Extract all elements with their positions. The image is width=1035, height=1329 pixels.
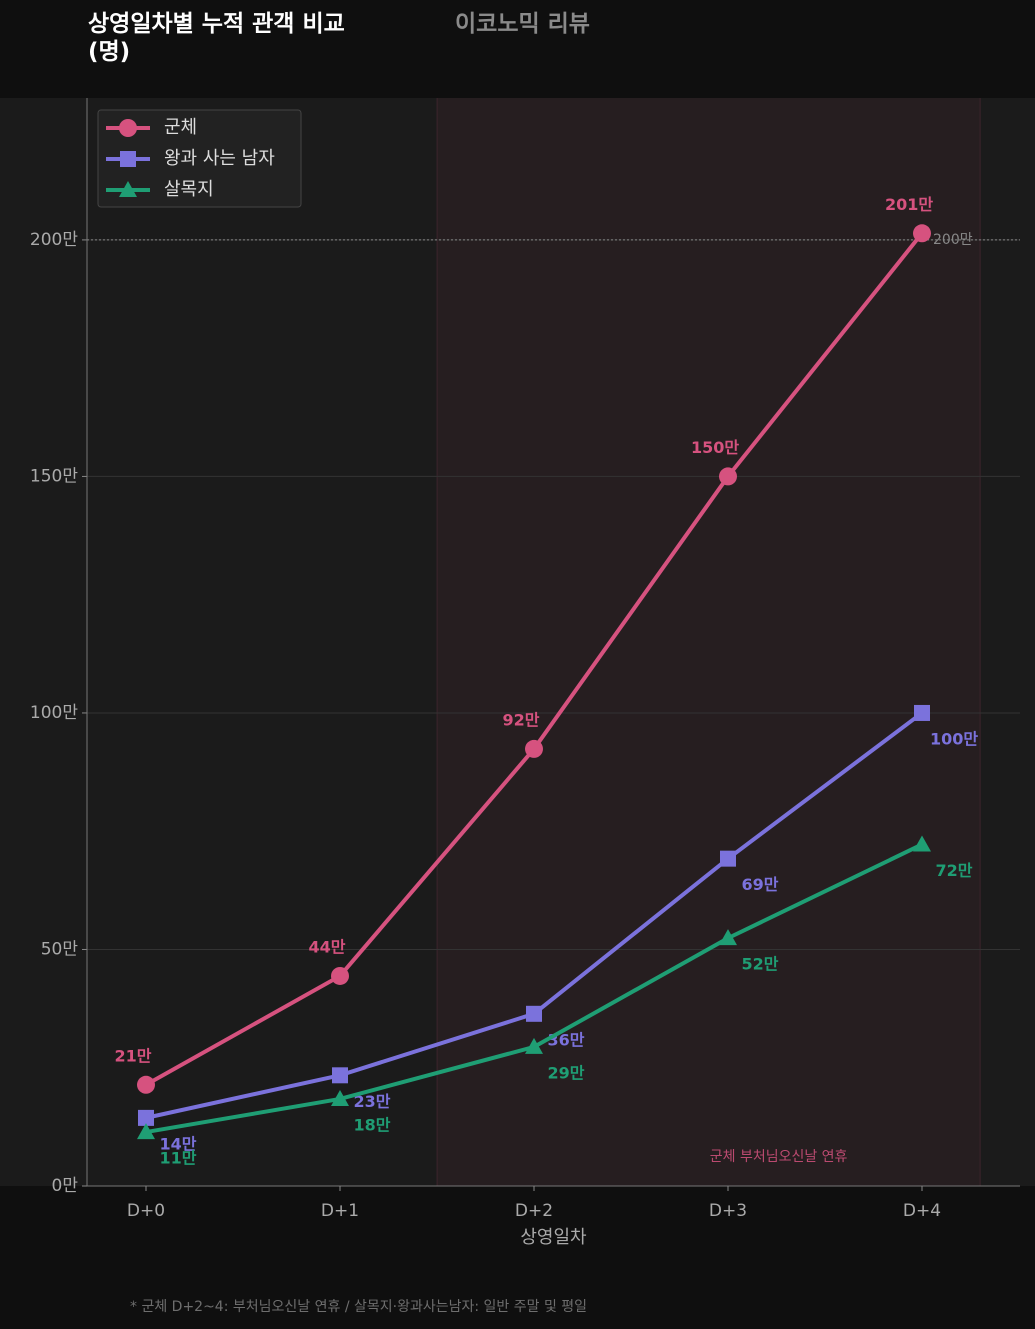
data-label: 150만	[691, 438, 739, 457]
data-point	[137, 1075, 155, 1094]
x-tick-label: D+1	[321, 1201, 359, 1221]
legend-label: 살목지	[164, 179, 214, 200]
data-label: 11만	[160, 1149, 197, 1168]
data-point	[138, 1109, 154, 1126]
data-point	[914, 704, 930, 721]
y-tick-label: 150만	[30, 466, 78, 486]
x-tick-label: D+2	[515, 1201, 553, 1221]
data-point	[332, 1067, 348, 1084]
y-tick-label: 0만	[52, 1176, 79, 1196]
plot-background	[0, 98, 1035, 1186]
data-point	[331, 1089, 349, 1106]
data-label: 29만	[548, 1063, 585, 1082]
legend-marker	[119, 119, 137, 137]
data-label: 92만	[503, 710, 540, 729]
legend-label: 왕과 사는 남자	[164, 148, 275, 169]
data-label: 23만	[354, 1092, 391, 1111]
data-label: 21만	[115, 1046, 152, 1065]
chart: 군체 부처님오신날 연휴 0만 50만 100만 150만 200만 200만 D+0 D+1 D…	[0, 98, 1035, 1248]
data-label: 18만	[354, 1115, 391, 1134]
data-point	[525, 1037, 543, 1054]
legend-marker	[119, 181, 137, 197]
data-label: 14만	[160, 1134, 197, 1153]
data-point	[913, 835, 931, 852]
data-label: 201만	[885, 195, 933, 214]
data-label: 69만	[742, 875, 779, 894]
chart-title: 상영일차별 누적 관객 비교 (명)	[88, 11, 345, 65]
data-point	[719, 929, 737, 946]
x-axis-label: 상영일차	[520, 1227, 587, 1248]
x-tick-label: D+0	[127, 1201, 165, 1221]
data-label: 36만	[548, 1030, 585, 1049]
x-tick-label: D+4	[903, 1201, 941, 1221]
footnote: * 군체 D+2~4: 부처님오신날 연휴 / 살목지·왕과사는남자: 일반 주…	[130, 1299, 588, 1315]
reference-label: 200만	[933, 232, 973, 248]
data-label: 44만	[309, 937, 346, 956]
data-point	[526, 1005, 542, 1022]
data-point	[720, 850, 736, 867]
data-point	[331, 966, 349, 985]
data-point	[525, 739, 543, 758]
data-label: 100만	[930, 729, 978, 748]
y-tick-label: 100만	[30, 703, 78, 723]
data-point	[719, 467, 737, 486]
legend-label: 군체	[164, 117, 197, 138]
y-tick-label: 200만	[30, 230, 78, 250]
data-point	[913, 224, 931, 243]
legend-marker	[120, 151, 136, 167]
highlight-region	[437, 98, 981, 1186]
y-tick-label: 50만	[41, 939, 79, 959]
highlight-label: 군체 부처님오신날 연휴	[710, 1149, 848, 1165]
x-tick-label: D+3	[709, 1201, 747, 1221]
data-label: 52만	[742, 955, 779, 974]
data-label: 72만	[936, 861, 973, 880]
brand: 이코노믹 리뷰	[455, 11, 590, 37]
legend-box	[97, 109, 302, 208]
data-point	[137, 1123, 155, 1140]
